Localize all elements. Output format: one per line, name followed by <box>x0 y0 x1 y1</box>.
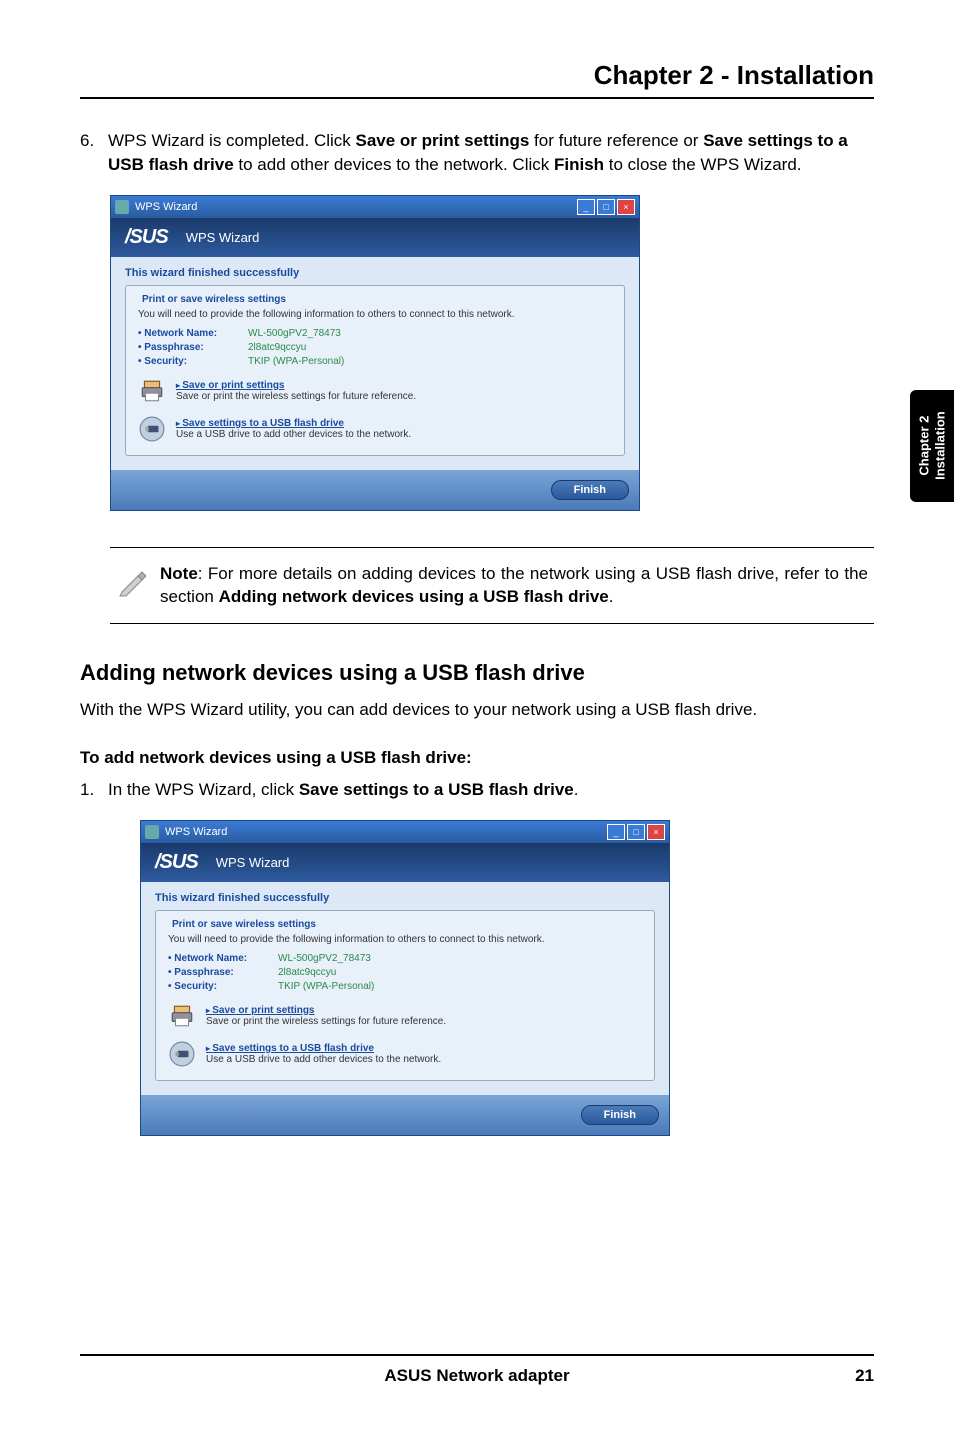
fieldset-legend: Print or save wireless settings <box>168 919 320 930</box>
note-bold: Adding network devices using a USB flash… <box>219 587 609 606</box>
dialog-header: /SUS WPS Wizard <box>111 218 639 257</box>
action-description: Use a USB drive to add other devices to … <box>206 1054 441 1065</box>
dialog-subtitle: WPS Wizard <box>186 230 260 245</box>
dialog-header: /SUS WPS Wizard <box>141 843 669 882</box>
bold: Save or print settings <box>356 131 530 150</box>
step-number: 1. <box>80 778 108 802</box>
setting-row: Passphrase: 2l8atc9qccyu <box>138 342 612 353</box>
window-title: WPS Wizard <box>165 826 227 838</box>
footer-page-number: 21 <box>834 1366 874 1386</box>
setting-value: TKIP (WPA-Personal) <box>278 981 374 992</box>
fieldset-legend: Print or save wireless settings <box>138 294 290 305</box>
setting-row: Network Name: WL-500gPV2_78473 <box>138 328 612 339</box>
setting-key: Security: <box>138 356 248 367</box>
wireless-settings-fieldset: Print or save wireless settings You will… <box>155 910 655 1081</box>
app-icon <box>145 825 159 839</box>
bold: Save settings to a USB flash drive <box>299 780 574 799</box>
setting-value: WL-500gPV2_78473 <box>248 328 341 339</box>
text: for future reference or <box>529 131 703 150</box>
usb-drive-icon <box>138 415 166 443</box>
page-footer: ASUS Network adapter 21 <box>80 1354 874 1386</box>
setting-row: Passphrase: 2l8atc9qccyu <box>168 967 642 978</box>
app-icon <box>115 200 129 214</box>
finish-button[interactable]: Finish <box>551 480 629 500</box>
wireless-settings-fieldset: Print or save wireless settings You will… <box>125 285 625 456</box>
window-title: WPS Wizard <box>135 201 197 213</box>
setting-value: 2l8atc9qccyu <box>278 967 336 978</box>
side-tab-line: Chapter 2 <box>916 412 932 481</box>
setting-key: Passphrase: <box>168 967 278 978</box>
text: WPS Wizard is completed. Click <box>108 131 356 150</box>
fieldset-note: You will need to provide the following i… <box>168 934 642 945</box>
asus-logo: /SUS <box>155 851 198 874</box>
success-message: This wizard finished successfully <box>125 267 625 279</box>
footer-product: ASUS Network adapter <box>120 1366 834 1386</box>
save-usb-link[interactable]: Save settings to a USB flash drive <box>176 418 411 429</box>
fieldset-note: You will need to provide the following i… <box>138 309 612 320</box>
printer-icon <box>168 1002 196 1030</box>
maximize-button[interactable]: □ <box>597 199 615 215</box>
bold: Finish <box>554 155 604 174</box>
note-text: . <box>609 587 614 606</box>
note-block: Note: For more details on adding devices… <box>110 547 874 625</box>
asus-logo: /SUS <box>125 226 168 249</box>
maximize-button[interactable]: □ <box>627 824 645 840</box>
setting-key: Security: <box>168 981 278 992</box>
wps-wizard-dialog: WPS Wizard _ □ × /SUS WPS Wizard This wi… <box>110 195 640 511</box>
printer-icon <box>138 377 166 405</box>
setting-key: Network Name: <box>138 328 248 339</box>
setting-row: Security: TKIP (WPA-Personal) <box>168 981 642 992</box>
text: to close the WPS Wizard. <box>604 155 801 174</box>
section-body: With the WPS Wizard utility, you can add… <box>80 698 874 722</box>
finish-button[interactable]: Finish <box>581 1105 659 1125</box>
setting-key: Network Name: <box>168 953 278 964</box>
close-button[interactable]: × <box>617 199 635 215</box>
save-print-link[interactable]: Save or print settings <box>176 380 416 391</box>
window-titlebar: WPS Wizard _ □ × <box>141 821 669 843</box>
wps-wizard-dialog: WPS Wizard _ □ × /SUS WPS Wizard This wi… <box>140 820 670 1136</box>
dialog-subtitle: WPS Wizard <box>216 855 290 870</box>
action-description: Use a USB drive to add other devices to … <box>176 429 411 440</box>
setting-value: WL-500gPV2_78473 <box>278 953 371 964</box>
text: . <box>574 780 579 799</box>
action-row: Save or print settings Save or print the… <box>168 1002 642 1030</box>
usb-drive-icon <box>168 1040 196 1068</box>
success-message: This wizard finished successfully <box>155 892 655 904</box>
action-description: Save or print the wireless settings for … <box>206 1016 446 1027</box>
action-row: Save settings to a USB flash drive Use a… <box>168 1040 642 1068</box>
step-1-text: 1. In the WPS Wizard, click Save setting… <box>80 778 874 802</box>
dialog-footer: Finish <box>141 1095 669 1135</box>
text: to add other devices to the network. Cli… <box>234 155 554 174</box>
setting-row: Security: TKIP (WPA-Personal) <box>138 356 612 367</box>
chapter-title: Chapter 2 - Installation <box>80 60 874 99</box>
window-titlebar: WPS Wizard _ □ × <box>111 196 639 218</box>
dialog-footer: Finish <box>111 470 639 510</box>
note-label: Note <box>160 564 198 583</box>
pencil-icon <box>116 562 160 610</box>
section-heading: Adding network devices using a USB flash… <box>80 660 874 686</box>
close-button[interactable]: × <box>647 824 665 840</box>
action-description: Save or print the wireless settings for … <box>176 391 416 402</box>
save-usb-link[interactable]: Save settings to a USB flash drive <box>206 1043 441 1054</box>
save-print-link[interactable]: Save or print settings <box>206 1005 446 1016</box>
step-number: 6. <box>80 129 108 177</box>
action-row: Save or print settings Save or print the… <box>138 377 612 405</box>
action-row: Save settings to a USB flash drive Use a… <box>138 415 612 443</box>
step-6-text: 6. WPS Wizard is completed. Click Save o… <box>80 129 874 177</box>
setting-value: 2l8atc9qccyu <box>248 342 306 353</box>
setting-value: TKIP (WPA-Personal) <box>248 356 344 367</box>
minimize-button[interactable]: _ <box>607 824 625 840</box>
text: In the WPS Wizard, click <box>108 780 299 799</box>
setting-key: Passphrase: <box>138 342 248 353</box>
minimize-button[interactable]: _ <box>577 199 595 215</box>
chapter-side-tab: Chapter 2 Installation <box>910 390 954 502</box>
sub-heading: To add network devices using a USB flash… <box>80 748 874 768</box>
side-tab-line: Installation <box>932 412 948 481</box>
setting-row: Network Name: WL-500gPV2_78473 <box>168 953 642 964</box>
